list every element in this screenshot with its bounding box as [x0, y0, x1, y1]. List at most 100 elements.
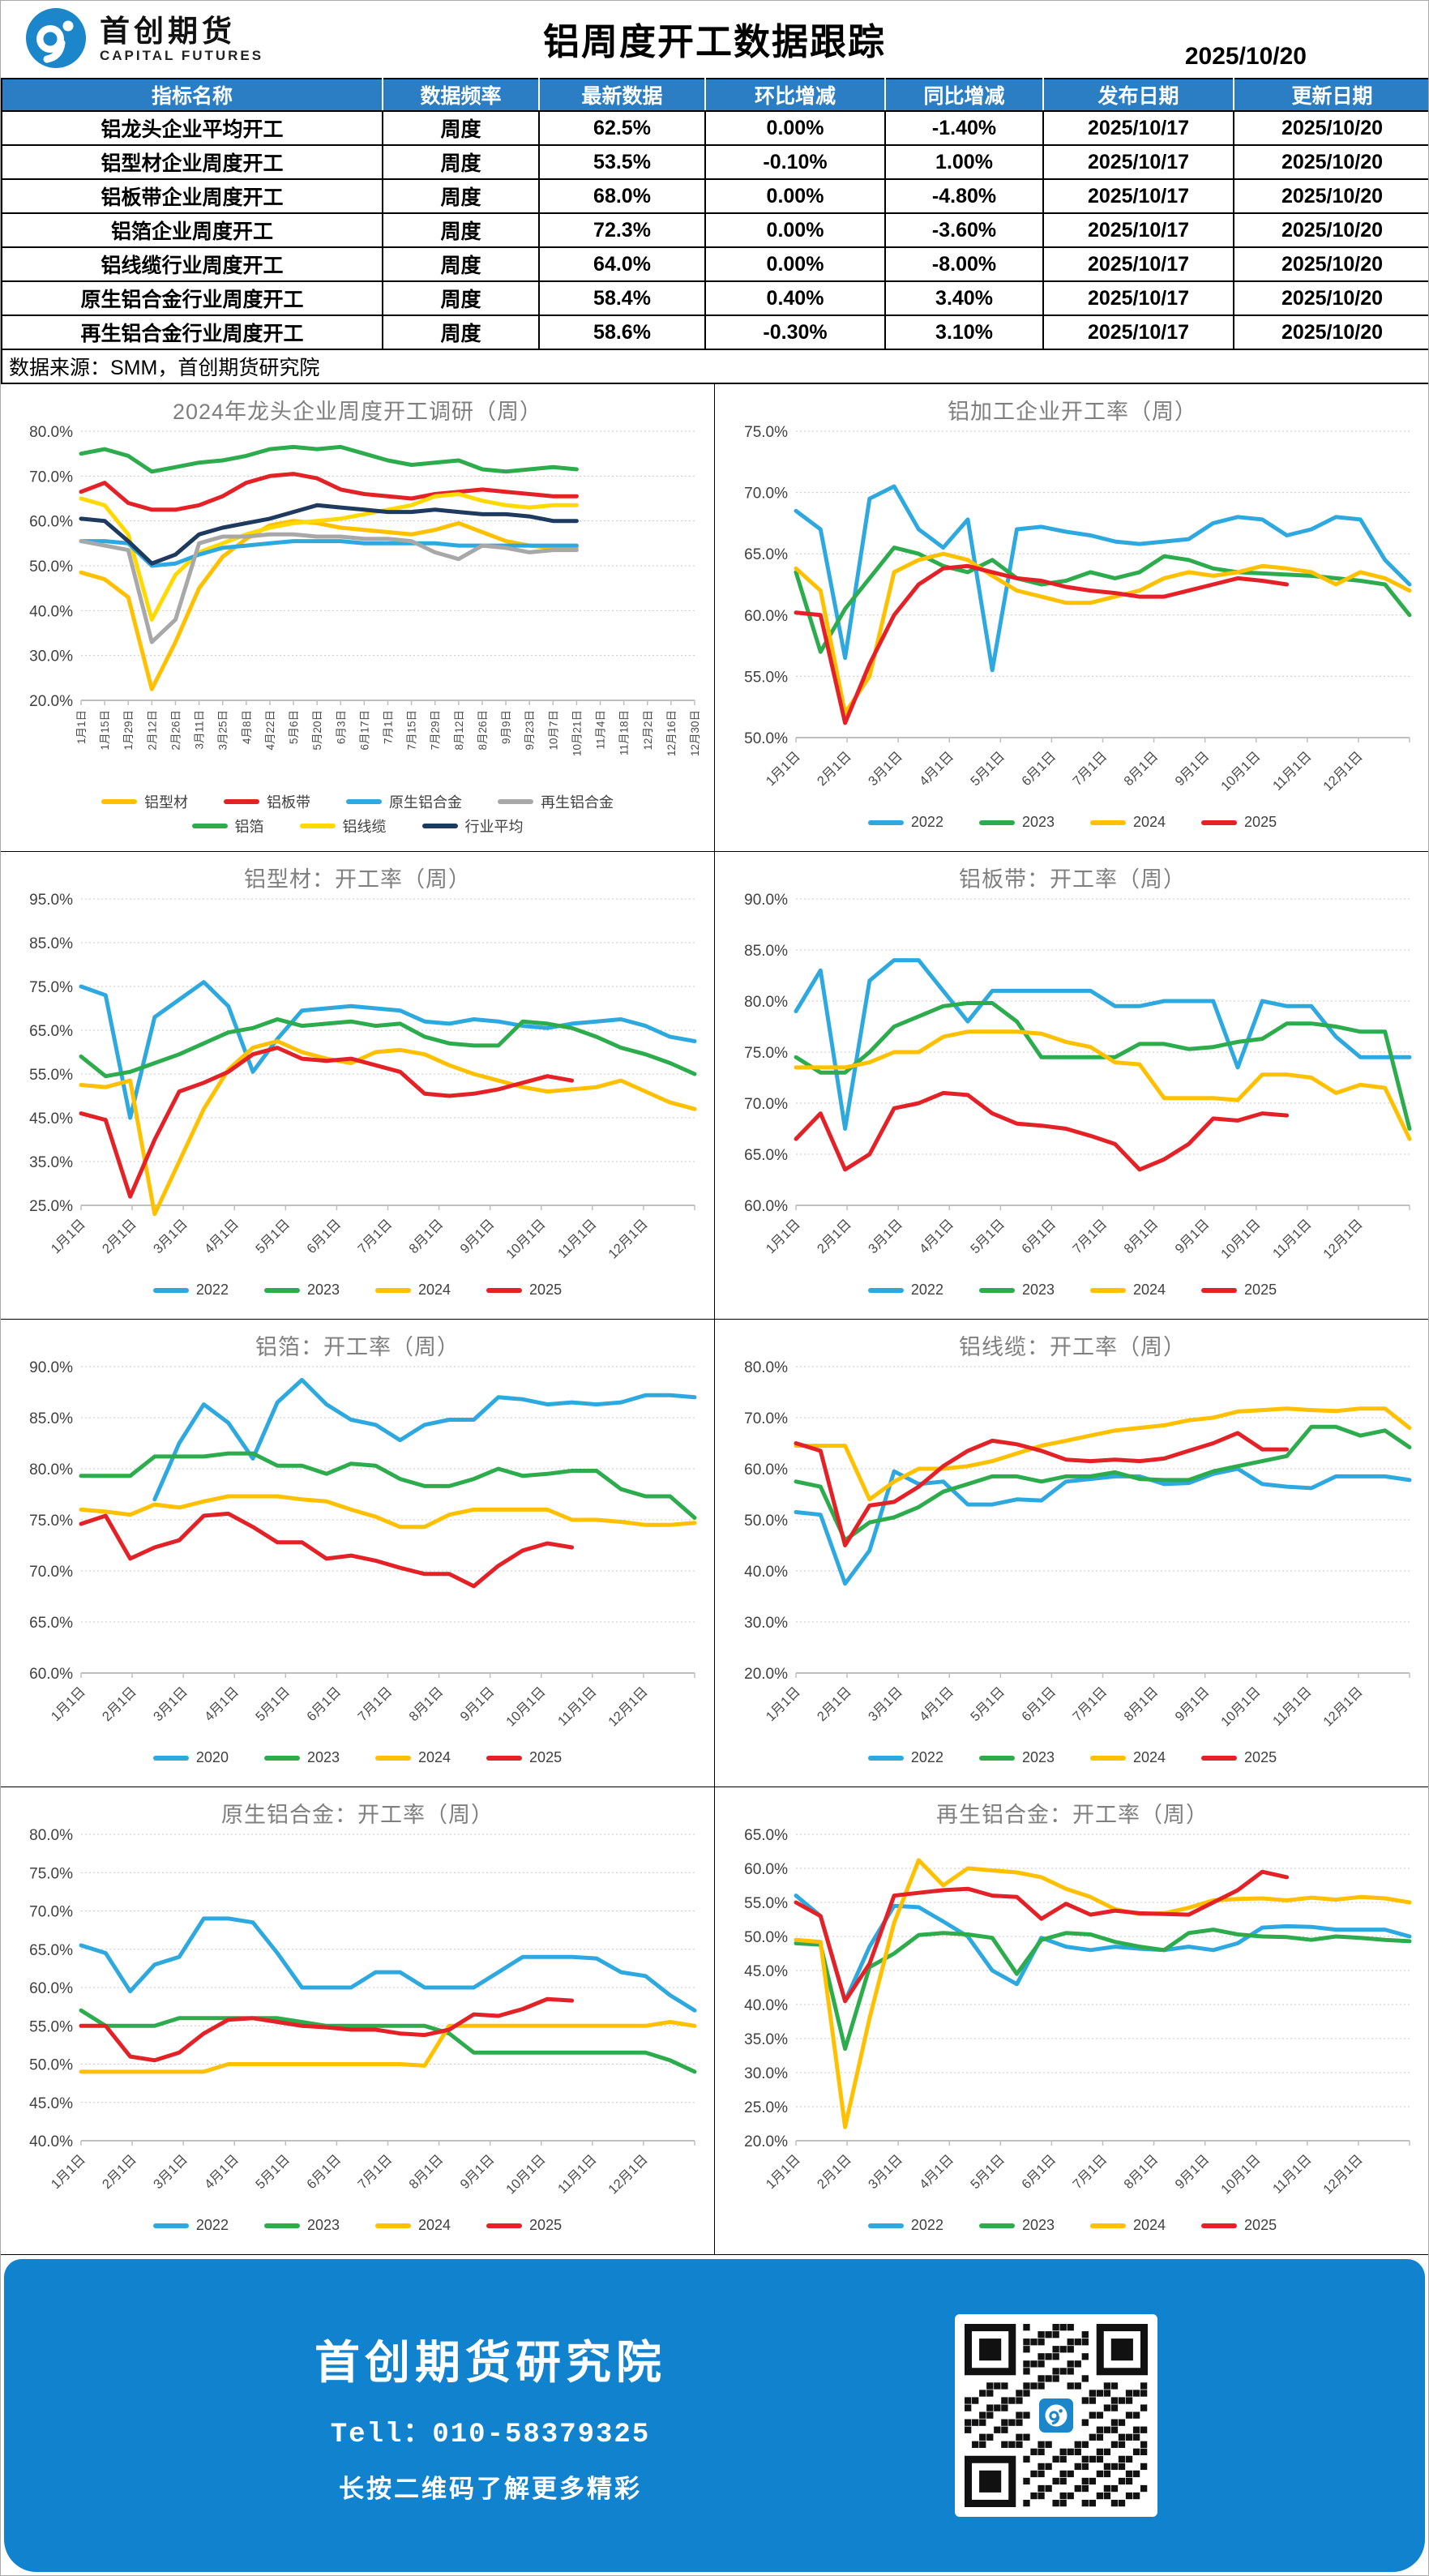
- legend-label: 2022: [910, 1282, 943, 1298]
- table-cell: -4.80%: [884, 178, 1044, 214]
- legend-item: 2022: [152, 1282, 229, 1299]
- legend-item: 2025: [1201, 814, 1277, 831]
- x-axis-label: 8月1日: [1121, 2152, 1161, 2192]
- table-cell: 周度: [382, 144, 540, 180]
- table-cell: 2025/10/20: [1233, 212, 1428, 248]
- legend-item: 2023: [978, 814, 1055, 831]
- x-axis-label: 12月1日: [605, 2152, 651, 2197]
- legend-item: 2022: [867, 1282, 943, 1299]
- column-header: 数据频率: [383, 79, 540, 112]
- table-cell: 0.00%: [704, 178, 886, 214]
- x-axis-label: 3月1日: [866, 749, 905, 789]
- y-axis-label: 40.0%: [29, 2133, 73, 2150]
- table-cell: 2025/10/20: [1233, 246, 1428, 282]
- legend-swatch: [375, 1287, 411, 1293]
- table-cell: 2025/10/20: [1233, 110, 1428, 146]
- y-axis-label: 35.0%: [744, 2031, 788, 2048]
- x-axis-label: 6月17日: [358, 710, 370, 751]
- y-axis-label: 60.0%: [744, 608, 788, 625]
- table-cell: 2025/10/17: [1042, 212, 1234, 248]
- x-axis-label: 2月1日: [100, 1684, 139, 1724]
- legend-swatch: [152, 1287, 189, 1293]
- legend-swatch: [224, 799, 259, 804]
- table-cell: 62.5%: [538, 110, 706, 146]
- series-line-2025: [79, 1511, 575, 1589]
- y-axis-label: 85.0%: [29, 935, 73, 952]
- chart-title: 铝线缆：开工率（周）: [959, 1335, 1186, 1359]
- y-axis-label: 55.0%: [29, 2018, 73, 2035]
- table-cell: 铝板带企业周度开工: [1, 178, 383, 214]
- x-axis-label: 11月18日: [618, 710, 631, 755]
- table-cell: 铝箔企业周度开工: [1, 212, 383, 248]
- legend-item: 2025: [486, 1749, 562, 1766]
- chart-title: 铝加工企业开工率（周）: [948, 400, 1197, 424]
- x-axis-label: 9月1日: [457, 1217, 497, 1256]
- table-cell: 0.40%: [704, 280, 886, 316]
- x-axis-label: 6月1日: [304, 1217, 344, 1256]
- series-line-2023: [79, 1451, 697, 1520]
- legend-label: 2022: [195, 2217, 229, 2233]
- legend-swatch: [867, 1287, 904, 1293]
- footer-telephone: Tell：010-58379325: [330, 2420, 651, 2450]
- table-cell: 铝线缆行业周度开工: [1, 246, 383, 282]
- x-axis-label: 7月15日: [406, 710, 418, 751]
- series-line-2024: [794, 1406, 1412, 1502]
- x-axis-label: 9月1日: [457, 1684, 497, 1724]
- chart-plot: 25.0% 35.0% 45.0% 55.0% 65.0% 75.0% 85.0% 95.0%…: [29, 892, 697, 1262]
- y-axis-label: 25.0%: [744, 2099, 788, 2116]
- x-axis-label: 10月1日: [1218, 749, 1264, 794]
- table-cell: 周度: [382, 246, 540, 282]
- series-line-2025: [794, 1869, 1290, 2004]
- legend-item: 行业平均: [421, 815, 524, 837]
- series-line-2023: [794, 1001, 1412, 1131]
- chart-plot: 60.0% 65.0% 70.0% 75.0% 80.0% 85.0% 90.0% 1月1日 2…: [29, 1360, 697, 1730]
- legend-item: 2022: [867, 1749, 943, 1766]
- x-axis-label: 3月1日: [866, 1684, 905, 1724]
- x-axis-label: 2月26日: [169, 710, 182, 751]
- x-axis-label: 4月1日: [202, 2152, 242, 2192]
- legend-swatch: [299, 824, 336, 828]
- y-axis-label: 65.0%: [744, 1147, 788, 1164]
- x-axis-label: 10月21日: [571, 710, 583, 756]
- y-axis-label: 55.0%: [744, 1895, 788, 1912]
- x-axis-label: 9月1日: [1172, 1217, 1212, 1256]
- legend-item: 2024: [375, 1749, 451, 1766]
- legend-swatch: [1090, 2223, 1126, 2228]
- x-axis-label: 7月1日: [355, 1217, 395, 1256]
- series-line-2023: [794, 1424, 1412, 1543]
- report-footer: 首创期货研究院 Tell：010-58379325 长按二维码了解更多精彩: [4, 2259, 1425, 2572]
- x-axis-label: 11月1日: [555, 1217, 600, 1261]
- table-cell: 0.00%: [704, 110, 886, 146]
- legend-swatch: [152, 1755, 189, 1761]
- series-line-2024: [794, 1858, 1412, 2129]
- y-axis-label: 85.0%: [29, 1410, 73, 1427]
- y-axis-label: 75.0%: [29, 1865, 73, 1882]
- table-row: 铝型材企业周度开工 周度 53.5% -0.10% 1.00% 2025/10/17 202…: [1, 144, 1428, 180]
- chart-title: 铝箔：开工率（周）: [255, 1335, 460, 1359]
- x-axis-label: 5月20日: [311, 710, 323, 751]
- legend-item: 2024: [1090, 1749, 1166, 1766]
- x-axis-label: 10月1日: [1218, 1217, 1264, 1262]
- table-cell: 2025/10/20: [1233, 178, 1428, 214]
- footer-qr-tip: 长按二维码了解更多精彩: [339, 2475, 642, 2503]
- series-line-2025: [794, 563, 1290, 725]
- x-axis-label: 8月1日: [406, 2152, 446, 2192]
- report-date: 2025/10/20: [1184, 43, 1307, 70]
- chart-panel: 铝线缆：开工率（周） 20.0% 30.0% 40.0% 50.0% 60.0% 70.0%…: [715, 1320, 1428, 1787]
- y-axis-label: 25.0%: [29, 1198, 73, 1215]
- y-axis-label: 40.0%: [744, 1997, 788, 2014]
- legend-swatch: [101, 799, 137, 804]
- series-line-2025: [794, 1431, 1290, 1547]
- x-axis-label: 10月1日: [503, 1684, 549, 1730]
- table-row: 铝箔企业周度开工 周度 72.3% 0.00% -3.60% 2025/10/17 2025…: [1, 212, 1428, 248]
- series-line-2022: [794, 484, 1412, 673]
- legend-label: 2024: [1133, 814, 1166, 830]
- legend-label: 铝型材: [144, 794, 188, 811]
- x-axis-label: 11月1日: [1270, 2152, 1315, 2197]
- legend-label: 2025: [1244, 814, 1277, 830]
- y-axis-label: 55.0%: [29, 1067, 73, 1084]
- y-axis-label: 70.0%: [744, 1410, 788, 1427]
- y-axis-label: 70.0%: [29, 1904, 73, 1921]
- legend-item: 2025: [1201, 1282, 1277, 1299]
- legend-label: 2025: [1244, 1282, 1277, 1298]
